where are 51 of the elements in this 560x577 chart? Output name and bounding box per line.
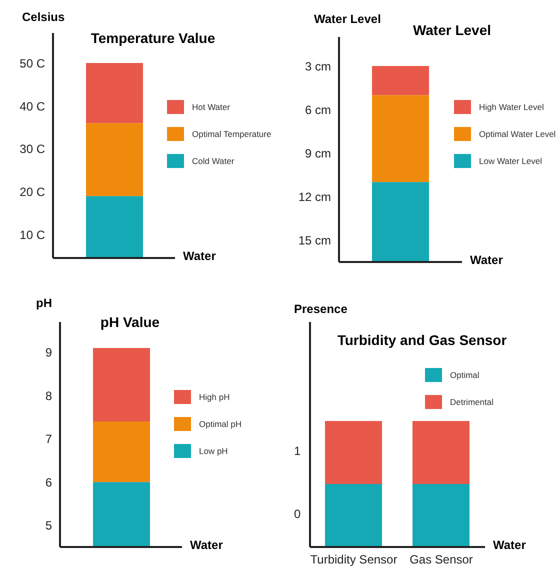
bar [372,66,429,96]
chart-title: Temperature Value [90,30,216,46]
legend-label: Low pH [199,446,228,456]
y-tick-label: 9 cm [304,146,331,160]
legend-label: Detrimental [450,397,494,407]
y-axis-title: Presence [294,302,348,316]
x-axis-title: Water [470,253,503,267]
bar [86,63,143,124]
bar [86,196,143,258]
y-tick-label: 9 [45,346,52,360]
bar [93,482,150,547]
legend-label: Optimal Water Level [479,129,556,139]
legend-label: Hot Water [192,102,230,112]
y-tick-label: 8 [45,388,52,403]
chart-title: Water Level [412,22,492,38]
y-tick-label: 7 [45,432,52,446]
x-tick-label: Turbidity Sensor [310,552,398,567]
y-tick-label: 5 [45,518,52,533]
x-axis-title: Water [190,538,223,552]
y-axis-title: Celsius [22,10,65,24]
y-axis-title: pH [36,296,52,310]
bar [93,422,150,482]
bar [372,95,429,182]
y-tick-label: 30 C [20,142,46,156]
x-axis-title: Water [493,538,526,552]
legend-label: Optimal pH [199,419,242,429]
y-tick-label: 6 cm [304,102,331,117]
y-tick-label: 20 C [20,185,46,200]
bar [86,123,143,196]
y-tick-label: 6 [45,475,52,490]
legend-label: High Water Level [479,102,544,112]
legend-label: High pH [199,392,230,402]
legend-label: Optimal Temperature [192,129,272,139]
y-tick-label: 15 cm [298,233,331,248]
y-tick-label: 3 cm [304,59,331,74]
chart-title: Turbidity and Gas Sensor [336,332,508,348]
legend-label: Cold Water [192,156,234,166]
legend-label: Low Water Level [479,156,542,166]
text: 1 [294,444,301,458]
chart-title: pH Value [99,314,161,330]
y-axis-title: Water Level [314,12,381,26]
x-axis-title: Water [183,249,216,263]
text: 0 [294,507,301,521]
x-tick-label: Gas Sensor [410,552,473,567]
y-tick-label: 50 C [20,56,46,70]
y-tick-label: 10 C [20,228,46,242]
y-tick-label: 12 cm [298,190,331,204]
legend-label: Optimal [450,370,480,380]
bar [93,348,150,422]
bar [372,182,429,262]
y-tick-label: 40 C [20,99,46,114]
